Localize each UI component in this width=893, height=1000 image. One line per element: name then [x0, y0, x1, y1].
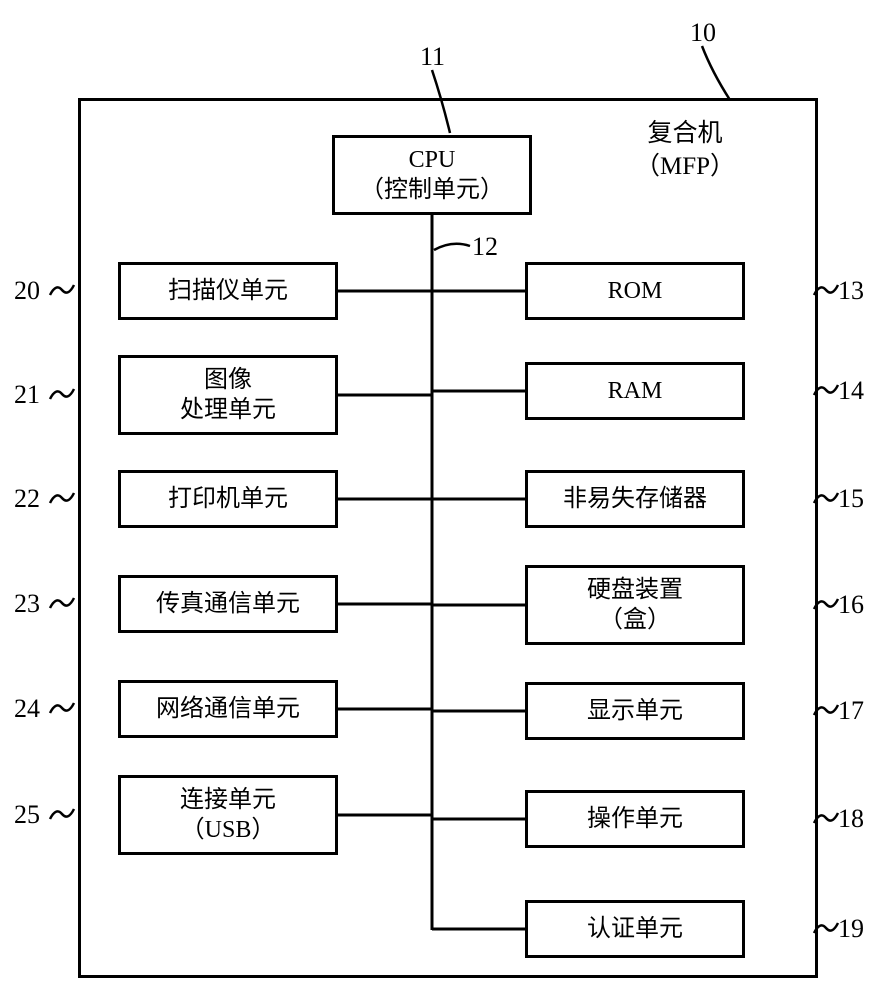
- ref-number-19: 19: [838, 914, 864, 944]
- ref-number-24: 24: [14, 694, 40, 724]
- mfp-title: 复合机 （MFP）: [635, 118, 735, 183]
- ref-number-23: 23: [14, 589, 40, 619]
- ref-number-12: 12: [472, 232, 498, 262]
- block-25-text: （USB）: [181, 815, 276, 845]
- block-19-text: 认证单元: [587, 914, 683, 944]
- ref-number-13: 13: [838, 276, 864, 306]
- mfp-title-line1: 复合机: [635, 118, 735, 151]
- block-15-text: 非易失存储器: [563, 484, 707, 514]
- ref-number-18: 18: [838, 804, 864, 834]
- block-22: 打印机单元: [118, 470, 338, 528]
- block-18: 操作单元: [525, 790, 745, 848]
- block-25: 连接单元（USB）: [118, 775, 338, 855]
- block-23-text: 传真通信单元: [156, 589, 300, 619]
- mfp-title-line2: （MFP）: [635, 151, 735, 184]
- ref-number-22: 22: [14, 484, 40, 514]
- block-13-text: ROM: [608, 276, 663, 306]
- ref-number-20: 20: [14, 276, 40, 306]
- ref-number-16: 16: [838, 590, 864, 620]
- block-22-text: 打印机单元: [168, 484, 288, 514]
- block-19: 认证单元: [525, 900, 745, 958]
- ref-number-17: 17: [838, 696, 864, 726]
- block-13: ROM: [525, 262, 745, 320]
- cpu-block: CPU （控制单元）: [332, 135, 532, 215]
- cpu-line1: CPU: [409, 145, 456, 175]
- block-20: 扫描仪单元: [118, 262, 338, 320]
- ref-number-15: 15: [838, 484, 864, 514]
- block-21-text: 处理单元: [180, 395, 276, 425]
- ref-number-11: 11: [420, 42, 445, 72]
- cpu-line2: （控制单元）: [360, 175, 504, 205]
- ref-number-21: 21: [14, 380, 40, 410]
- block-17-text: 显示单元: [587, 696, 683, 726]
- block-24-text: 网络通信单元: [156, 694, 300, 724]
- block-18-text: 操作单元: [587, 804, 683, 834]
- block-17: 显示单元: [525, 682, 745, 740]
- block-21-text: 图像: [204, 365, 252, 395]
- block-14-text: RAM: [608, 376, 663, 406]
- ref-number-10: 10: [690, 18, 716, 48]
- block-16-text: 硬盘装置: [587, 575, 683, 605]
- ref-number-14: 14: [838, 376, 864, 406]
- block-16-text: （盒）: [599, 605, 671, 635]
- block-14: RAM: [525, 362, 745, 420]
- block-23: 传真通信单元: [118, 575, 338, 633]
- block-20-text: 扫描仪单元: [168, 276, 288, 306]
- block-25-text: 连接单元: [180, 785, 276, 815]
- block-16: 硬盘装置（盒）: [525, 565, 745, 645]
- block-24: 网络通信单元: [118, 680, 338, 738]
- block-15: 非易失存储器: [525, 470, 745, 528]
- block-21: 图像处理单元: [118, 355, 338, 435]
- diagram-canvas: 复合机 （MFP） CPU （控制单元） 10 11 12 扫描仪单元 20 图像处…: [0, 0, 893, 1000]
- ref-number-25: 25: [14, 800, 40, 830]
